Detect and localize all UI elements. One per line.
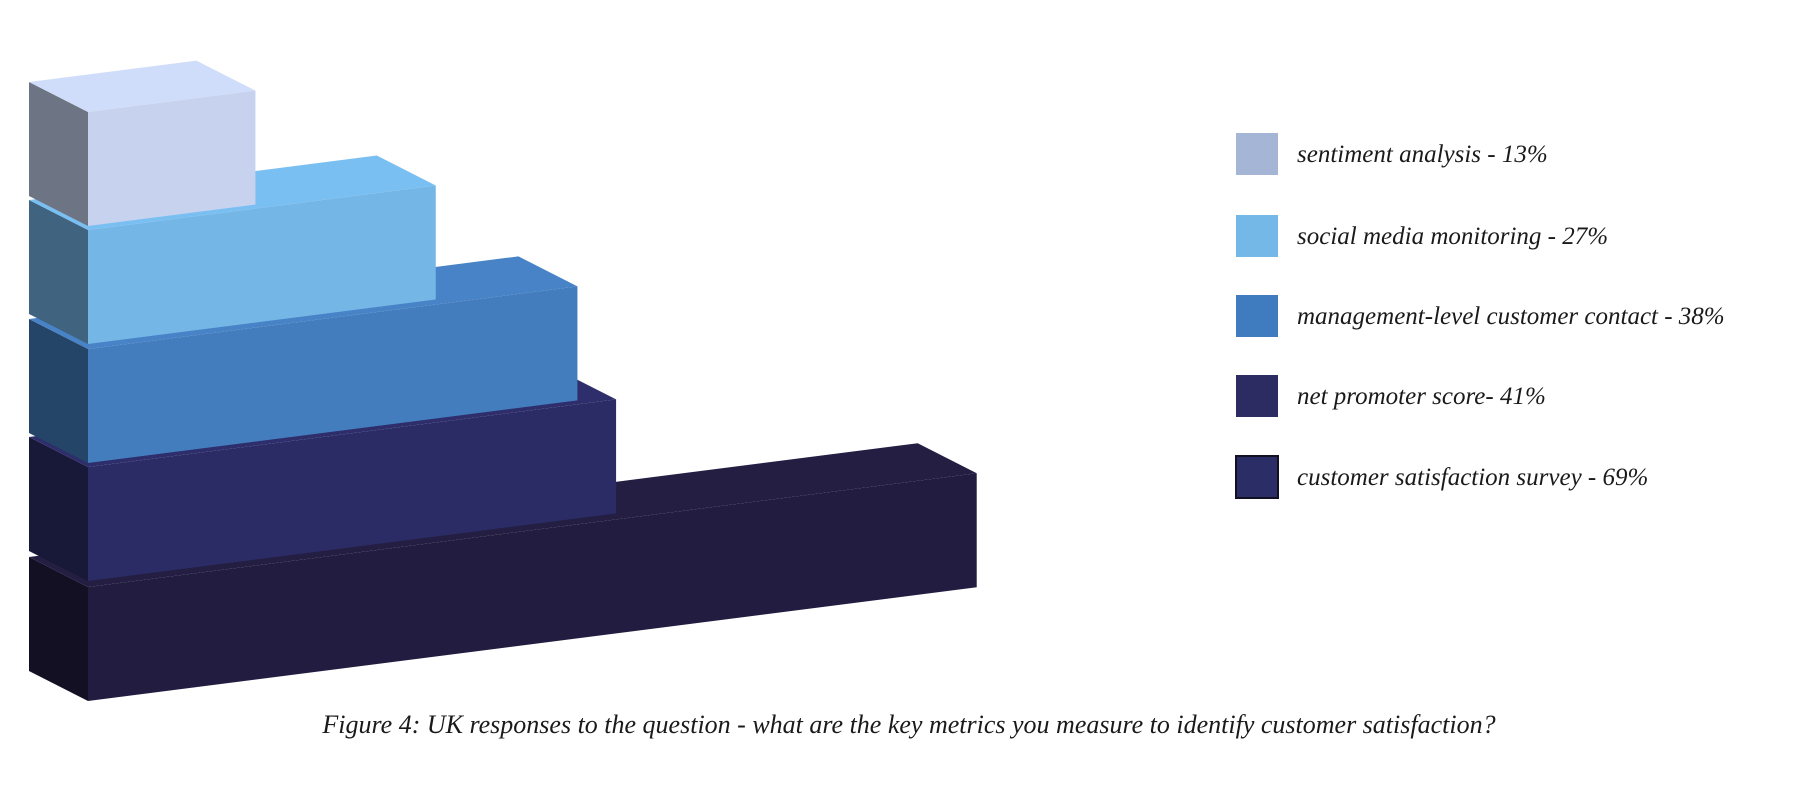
bar-front-face	[88, 185, 436, 344]
legend-swatch	[1236, 215, 1278, 257]
legend-item: net promoter score- 41%	[1236, 375, 1546, 417]
legend-item: customer satisfaction survey - 69%	[1235, 455, 1648, 499]
legend-label: social media monitoring - 27%	[1297, 223, 1608, 250]
legend-swatch	[1235, 455, 1279, 499]
legend-item: social media monitoring - 27%	[1236, 215, 1608, 257]
legend-item: sentiment analysis - 13%	[1236, 133, 1548, 175]
bars-layer	[29, 60, 977, 701]
bar-side-face	[29, 557, 88, 701]
legend-label: sentiment analysis - 13%	[1297, 141, 1548, 168]
legend-swatch	[1236, 375, 1278, 417]
bar-1	[29, 60, 256, 226]
bar-front-face	[88, 286, 578, 463]
legend-swatch	[1236, 295, 1278, 337]
legend-label: net promoter score- 41%	[1297, 383, 1546, 410]
bar-side-face	[29, 319, 88, 463]
bar-side-face	[29, 437, 88, 581]
legend-swatch	[1236, 133, 1278, 175]
bar-top-face	[29, 60, 256, 112]
legend-item: management-level customer contact - 38%	[1236, 295, 1725, 337]
legend-label: management-level customer contact - 38%	[1297, 303, 1725, 330]
bar-side-face	[29, 82, 88, 226]
bar-front-face	[88, 399, 617, 581]
bar-front-face	[88, 473, 977, 701]
legend-label: customer satisfaction survey - 69%	[1297, 464, 1648, 491]
figure-caption: Figure 4: UK responses to the question -…	[321, 710, 1495, 739]
bar-side-face	[29, 200, 88, 344]
bar-front-face	[88, 90, 256, 226]
legend: sentiment analysis - 13% social media mon…	[1235, 133, 1725, 499]
